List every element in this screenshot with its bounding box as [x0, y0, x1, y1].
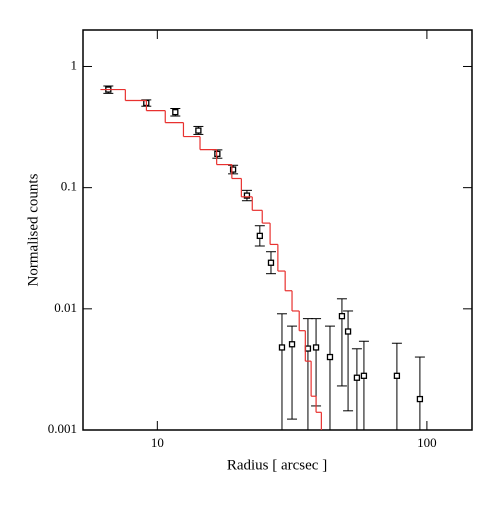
y-tick-label: 0.01 [54, 300, 77, 315]
point [326, 353, 334, 361]
y-tick-label: 0.1 [61, 179, 77, 194]
point [360, 372, 368, 379]
point [312, 344, 320, 351]
x-tick-label: 10 [151, 435, 164, 450]
point [229, 166, 237, 173]
point [338, 313, 346, 320]
point [416, 395, 424, 403]
y-tick-label: 0.001 [48, 421, 77, 436]
x-tick-label: 100 [417, 435, 437, 450]
point [393, 372, 401, 379]
point [172, 108, 179, 116]
point [344, 328, 352, 335]
y-tick-label: 1 [71, 57, 78, 72]
point [214, 150, 221, 158]
point [353, 374, 361, 381]
point [278, 344, 286, 351]
point [267, 259, 275, 266]
point [195, 127, 202, 134]
x-axis-label: Radius [ arcsec ] [227, 457, 327, 473]
point [256, 232, 263, 240]
plot-frame [82, 29, 473, 431]
point [288, 341, 296, 348]
y-axis-label: Normalised counts [25, 173, 41, 286]
point [304, 345, 312, 352]
point [243, 192, 251, 199]
